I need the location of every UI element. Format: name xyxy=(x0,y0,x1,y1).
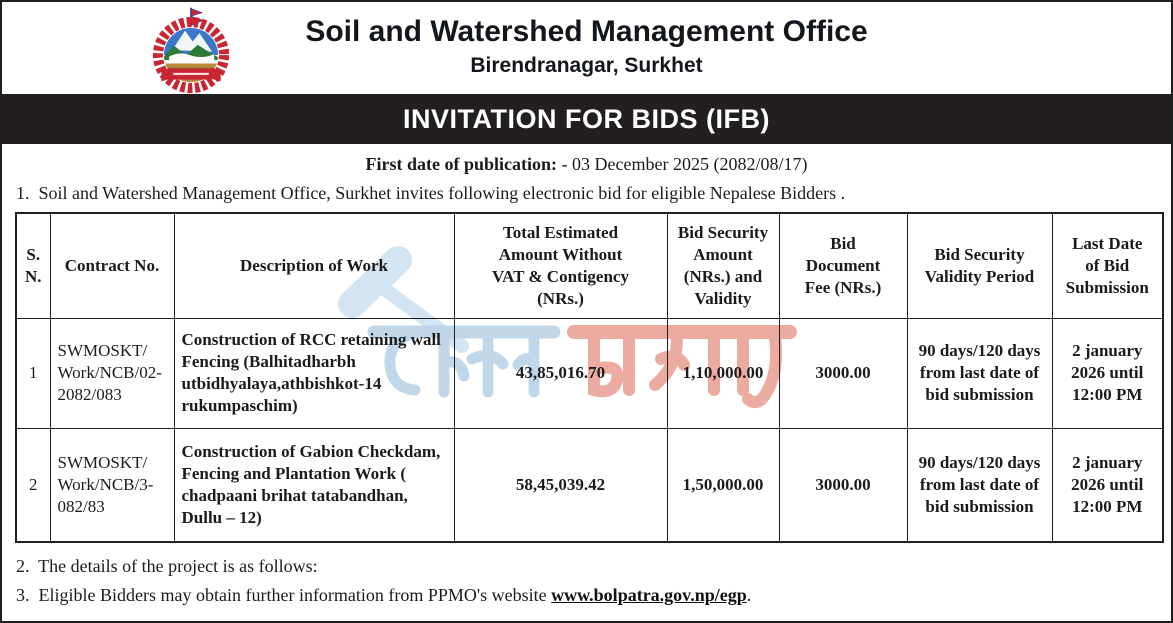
cell-sn: 1 xyxy=(15,317,51,429)
footer-item-3: 3. Eligible Bidders may obtain further i… xyxy=(16,581,1171,610)
letterhead: Soil and Watershed Management Office Bir… xyxy=(2,2,1171,94)
cell-estimated-amount: 43,85,016.70 xyxy=(453,317,668,429)
col-header-estimated-amount: Total Estimated Amount Without VAT & Con… xyxy=(453,212,668,319)
footer-item-2: 2. The details of the project is as foll… xyxy=(16,556,318,576)
cell-bid-security-amount: 1,10,000.00 xyxy=(666,317,780,429)
publication-date-line: First date of publication: - 03 December… xyxy=(2,153,1171,175)
col-header-bid-security-amount: Bid Security Amount (NRs.) and Validity xyxy=(666,212,780,319)
cell-contract-no: SWMOSKT/ Work/NCB/02- 2082/083 xyxy=(49,317,175,429)
org-name: Soil and Watershed Management Office xyxy=(305,15,868,48)
ppmo-website-link[interactable]: www.bolpatra.gov.np/egp xyxy=(551,585,747,605)
footer-notes: 2. The details of the project is as foll… xyxy=(16,552,1171,610)
cell-last-date: 2 january 2026 until 12:00 PM xyxy=(1051,317,1164,429)
cell-bid-security-amount: 1,50,000.00 xyxy=(666,427,780,543)
header-titles: Soil and Watershed Management Office Bir… xyxy=(2,2,1171,78)
table-row: 2 SWMOSKT/ Work/NCB/3- 082/83 Constructi… xyxy=(15,427,1164,543)
org-location: Birendranagar, Surkhet xyxy=(470,54,703,77)
table-header-row: S. N. Contract No. Description of Work T… xyxy=(15,212,1164,319)
cell-bid-document-fee: 3000.00 xyxy=(778,427,908,543)
col-header-bid-document-fee: Bid Document Fee (NRs.) xyxy=(778,212,908,319)
nepal-government-emblem-logo xyxy=(152,7,230,94)
col-header-contract-no: Contract No. xyxy=(49,212,175,319)
intro-item-1: 1. Soil and Watershed Management Office,… xyxy=(16,183,846,203)
publication-date-label: First date of publication: xyxy=(365,154,558,174)
cell-contract-no: SWMOSKT/ Work/NCB/3- 082/83 xyxy=(49,427,175,543)
cell-description: Construction of RCC retaining wall Fenci… xyxy=(173,317,455,429)
col-header-description: Description of Work xyxy=(173,212,455,319)
footer-item-3-period: . xyxy=(746,585,752,605)
footer-item-3-text: 3. Eligible Bidders may obtain further i… xyxy=(16,585,552,605)
cell-validity-period: 90 days/120 days from last date of bid s… xyxy=(906,317,1053,429)
bids-table: S. N. Contract No. Description of Work T… xyxy=(15,212,1164,543)
cell-validity-period: 90 days/120 days from last date of bid s… xyxy=(906,427,1053,543)
col-header-validity-period: Bid Security Validity Period xyxy=(906,212,1053,319)
cell-description: Construction of Gabion Checkdam, Fencing… xyxy=(173,427,455,543)
cell-last-date: 2 january 2026 until 12:00 PM xyxy=(1051,427,1164,543)
cell-estimated-amount: 58,45,039.42 xyxy=(453,427,668,543)
ifb-banner: INVITATION FOR BIDS (IFB) xyxy=(2,94,1171,144)
publication-date-value: - 03 December 2025 (2082/08/17) xyxy=(557,154,808,174)
cell-sn: 2 xyxy=(15,427,51,543)
table-row: 1 SWMOSKT/ Work/NCB/02- 2082/083 Constru… xyxy=(15,317,1164,429)
col-header-sn: S. N. xyxy=(15,212,51,319)
cell-bid-document-fee: 3000.00 xyxy=(778,317,908,429)
col-header-last-date: Last Date of Bid Submission xyxy=(1051,212,1164,319)
